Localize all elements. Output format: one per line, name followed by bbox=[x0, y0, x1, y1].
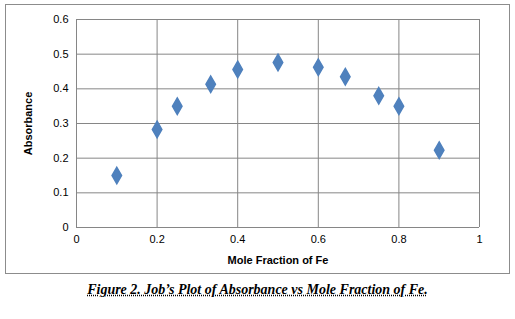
svg-text:0: 0 bbox=[73, 233, 79, 245]
svg-text:0.2: 0.2 bbox=[149, 233, 164, 245]
svg-text:0.6: 0.6 bbox=[311, 233, 326, 245]
svg-text:0.4: 0.4 bbox=[230, 233, 245, 245]
svg-text:1: 1 bbox=[476, 233, 482, 245]
svg-text:0.2: 0.2 bbox=[53, 152, 68, 164]
svg-text:0.4: 0.4 bbox=[53, 82, 68, 94]
svg-text:0.8: 0.8 bbox=[391, 233, 406, 245]
svg-text:0.3: 0.3 bbox=[53, 117, 68, 129]
html-text:Figure 2. Job’s Plot of Absorb: Figure 2. Job’s Plot of Absorbance vs Mo… bbox=[87, 282, 428, 297]
svg-text:0.6: 0.6 bbox=[53, 13, 68, 25]
svg-text:0.1: 0.1 bbox=[53, 186, 68, 198]
svg-text:Mole Fraction of Fe: Mole Fraction of Fe bbox=[228, 254, 329, 266]
svg-text:Absorbance: Absorbance bbox=[22, 92, 34, 156]
svg-text:0: 0 bbox=[62, 221, 68, 233]
svg-text:0.5: 0.5 bbox=[53, 48, 68, 60]
